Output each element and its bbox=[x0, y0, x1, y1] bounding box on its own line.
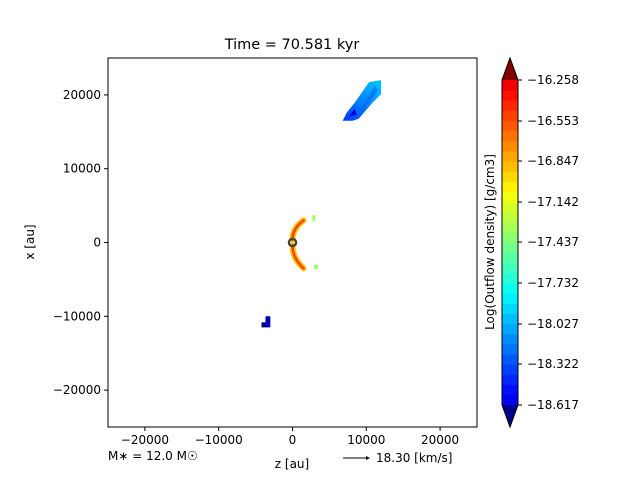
colorbar-band bbox=[502, 384, 518, 396]
colorbar-band bbox=[502, 191, 518, 203]
colorbar-band bbox=[502, 374, 518, 385]
y-tick-label: −20000 bbox=[53, 383, 101, 397]
velocity-scale-arrow bbox=[343, 456, 370, 460]
colorbar-band bbox=[502, 181, 518, 193]
colorbar-band bbox=[502, 161, 518, 172]
colorbar-tick-label: −16.258 bbox=[527, 73, 579, 87]
x-axis-label: z [au] bbox=[275, 457, 309, 471]
colorbar-band bbox=[502, 354, 518, 365]
clump-left bbox=[261, 322, 267, 328]
y-axis-label: x [au] bbox=[23, 224, 37, 259]
colorbar-band bbox=[502, 120, 518, 132]
x-tick-label: 0 bbox=[289, 433, 297, 447]
data-regions bbox=[261, 80, 382, 328]
colorbar-band bbox=[502, 90, 518, 101]
lower-clump bbox=[261, 316, 271, 328]
arc-lower-core bbox=[291, 244, 305, 270]
colorbar-band bbox=[502, 364, 518, 375]
x-tick-label: 10000 bbox=[347, 433, 385, 447]
colorbar-band bbox=[502, 313, 518, 325]
colorbar-band bbox=[502, 151, 518, 162]
chart-title: Time = 70.581 kyr bbox=[224, 37, 360, 53]
colorbar-band bbox=[502, 110, 518, 121]
colorbar-band bbox=[502, 262, 518, 274]
colorbar-bottom-extension bbox=[502, 405, 518, 427]
lobe-dense-edge bbox=[348, 108, 357, 117]
colorbar-tick-label: −16.553 bbox=[527, 114, 579, 128]
clump-right bbox=[265, 316, 271, 328]
arc-speck-upper bbox=[312, 215, 316, 222]
colorbar-band bbox=[502, 283, 518, 294]
y-axis-ticks: −20000 −10000 0 10000 20000 bbox=[53, 88, 108, 397]
colorbar-tick-label: −18.027 bbox=[527, 317, 579, 331]
source-marker bbox=[287, 237, 298, 248]
upper-outflow-lobe bbox=[342, 80, 382, 121]
colorbar-bands bbox=[502, 80, 518, 406]
colorbar-band bbox=[502, 303, 518, 314]
colorbar-band bbox=[502, 130, 518, 142]
colorbar-band bbox=[502, 344, 518, 355]
colorbar-band bbox=[502, 323, 518, 335]
x-axis-ticks: −20000 −10000 0 10000 20000 bbox=[121, 427, 459, 447]
colorbar-band bbox=[502, 232, 518, 243]
colorbar-tick-label: −17.437 bbox=[527, 235, 579, 249]
colorbar-band bbox=[502, 242, 518, 253]
plot-area: −20000 −10000 0 10000 20000 −20000 −10000 0 100… bbox=[53, 57, 478, 447]
y-tick-label: −10000 bbox=[53, 309, 101, 323]
colorbar-tick-label: −17.732 bbox=[527, 276, 579, 290]
colorbar-top-extension bbox=[502, 58, 518, 80]
colorbar-band bbox=[502, 171, 518, 182]
colorbar-band bbox=[502, 140, 518, 152]
colorbar-band bbox=[502, 394, 518, 406]
colorbar-tick-label: −16.847 bbox=[527, 154, 579, 168]
x-tick-label: −20000 bbox=[121, 433, 169, 447]
colorbar-band bbox=[502, 201, 518, 213]
colorbar-tick-label: −17.142 bbox=[527, 195, 579, 209]
colorbar: −16.258 −16.553 −16.847 −17.142 −17.437 −17.7… bbox=[501, 56, 579, 429]
colorbar-ticks: −16.258 −16.553 −16.847 −17.142 −17.437 −17.7… bbox=[518, 73, 579, 412]
lobe-body bbox=[342, 80, 382, 121]
velocity-scale-label: 18.30 [km/s] bbox=[376, 451, 452, 465]
colorbar-label: Log(Outflow density) [g/cm3] bbox=[483, 154, 497, 330]
y-tick-label: 10000 bbox=[63, 162, 101, 176]
y-tick-label: 0 bbox=[93, 236, 101, 250]
x-tick-label: 20000 bbox=[421, 433, 459, 447]
colorbar-band bbox=[502, 252, 518, 264]
central-arc bbox=[289, 215, 318, 272]
colorbar-band bbox=[502, 333, 518, 345]
colorbar-tick-label: −18.617 bbox=[527, 398, 579, 412]
colorbar-band bbox=[502, 80, 518, 91]
colorbar-band bbox=[502, 212, 518, 223]
arc-speck-lower bbox=[313, 264, 318, 269]
colorbar-band bbox=[502, 100, 518, 111]
y-tick-label: 20000 bbox=[63, 88, 101, 102]
colorbar-band bbox=[502, 272, 518, 284]
colorbar-band bbox=[502, 222, 518, 233]
colorbar-tick-label: −18.322 bbox=[527, 357, 579, 371]
arc-upper-core bbox=[291, 219, 305, 241]
source-ring bbox=[287, 237, 298, 248]
lobe-inner bbox=[356, 86, 379, 118]
x-tick-label: −10000 bbox=[195, 433, 243, 447]
colorbar-band bbox=[502, 293, 518, 304]
stellar-mass-annotation: M∗ = 12.0 M☉ bbox=[108, 449, 198, 463]
